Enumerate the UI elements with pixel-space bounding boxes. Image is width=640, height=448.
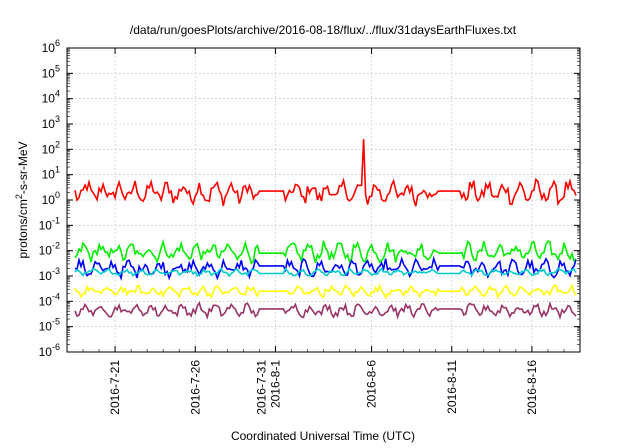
y-tick-label: 101 <box>42 165 60 182</box>
y-tick-label: 105 <box>42 63 60 80</box>
chart-title: /data/run/goesPlots/archive/2016-08-18/f… <box>130 23 517 37</box>
y-axis-label: protons/cm2-s-sr-MeV <box>14 141 30 258</box>
x-tick-label: 2016-8-16 <box>525 360 539 415</box>
x-tick-label: 2016-7-26 <box>188 360 202 415</box>
y-tick-label: 10-6 <box>39 342 60 359</box>
y-tick-label: 106 <box>42 38 60 55</box>
x-tick-label: 2016-8-11 <box>445 360 459 414</box>
series-line-1 <box>74 139 577 207</box>
x-tick-label: 2016-7-21 <box>108 360 122 415</box>
y-tick-label: 10-4 <box>39 291 60 308</box>
series-line-6 <box>74 300 577 321</box>
y-tick-label: 102 <box>42 139 60 156</box>
x-tick-label: 2016-8-1 <box>268 360 282 408</box>
x-tick-label: 2016-8-6 <box>365 360 379 408</box>
x-axis-label: Coordinated Universal Time (UTC) <box>231 429 415 443</box>
series-line-5 <box>74 283 577 300</box>
x-tick-label: 2016-7-31 <box>254 360 268 415</box>
x-axis: 2016-7-21 2016-7-26 2016-7-31 2016-8-1 2016-… <box>66 48 581 415</box>
y-tick-label: 10-1 <box>39 215 60 232</box>
series-line-4 <box>74 267 577 278</box>
series-group <box>74 139 577 321</box>
series-line-2 <box>74 238 577 265</box>
y-axis: 10-6 10-5 10-4 10-3 10-2 10-1 100 101 102 103 104 1… <box>39 38 580 359</box>
y-tick-label: 10-3 <box>39 266 60 283</box>
y-tick-label: 103 <box>42 114 60 131</box>
y-tick-label: 100 <box>42 190 60 207</box>
y-tick-label: 104 <box>42 89 60 106</box>
y-tick-label: 10-5 <box>39 317 60 334</box>
y-tick-label: 10-2 <box>39 241 60 258</box>
grid-lines <box>67 48 580 352</box>
